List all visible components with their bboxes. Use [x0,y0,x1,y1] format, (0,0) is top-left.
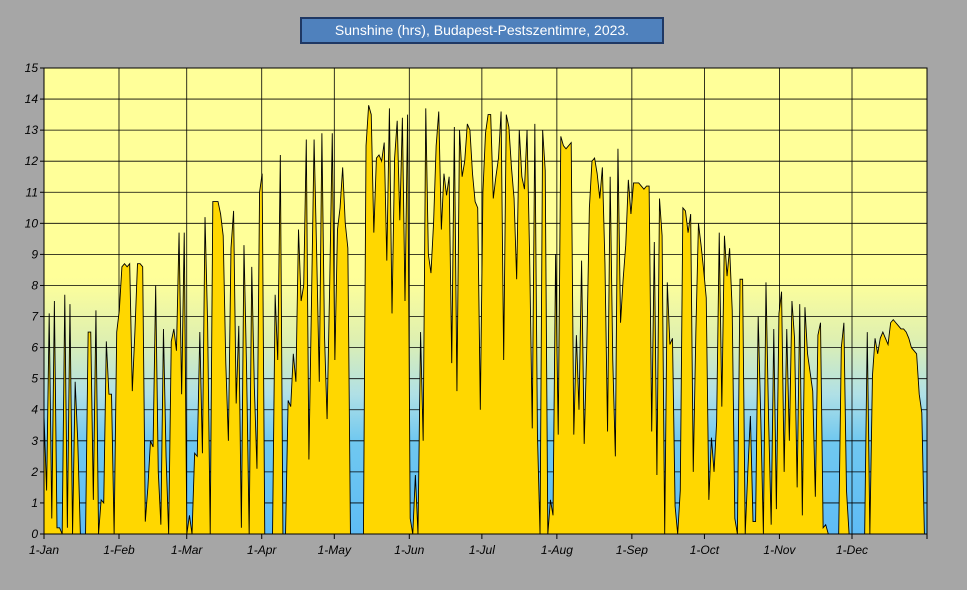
x-tick-label: 1-Jan [29,543,59,557]
y-tick-label: 2 [30,465,38,479]
y-tick-label: 13 [25,123,39,137]
x-tick-label: 1-Dec [836,543,868,557]
y-tick-label: 10 [25,216,39,230]
y-tick-label: 15 [25,61,39,75]
y-tick-label: 8 [31,278,38,292]
x-tick-label: 1-Apr [247,543,277,557]
y-tick-label: 9 [31,247,38,261]
x-tick-label: 1-Feb [103,543,135,557]
x-tick-label: 1-Jul [469,543,495,557]
y-tick-label: 12 [25,154,39,168]
x-tick-label: 1-Oct [690,543,720,557]
y-tick-label: 0 [31,527,38,541]
x-tick-label: 1-Nov [763,543,796,557]
y-tick-label: 4 [31,403,38,417]
y-tick-label: 14 [25,92,39,106]
y-tick-label: 7 [31,310,39,324]
x-tick-label: 1-Jun [394,543,424,557]
x-tick-label: 1-May [318,543,352,557]
x-tick-label: 1-Mar [171,543,203,557]
x-tick-label: 1-Aug [541,543,573,557]
series-layer [43,105,927,535]
chart-title: Sunshine (hrs), Budapest-Pestszentimre, … [300,17,664,44]
x-tick-label: 1-Sep [616,543,648,557]
plot-frame [43,67,928,535]
y-tick-label: 11 [26,185,38,199]
y-tick-label: 5 [31,372,38,386]
y-tick-label: 6 [31,341,38,355]
y-tick-label: 3 [31,434,38,448]
series-area [44,105,927,534]
series-line [43,105,927,535]
y-tick-label: 1 [31,496,38,510]
